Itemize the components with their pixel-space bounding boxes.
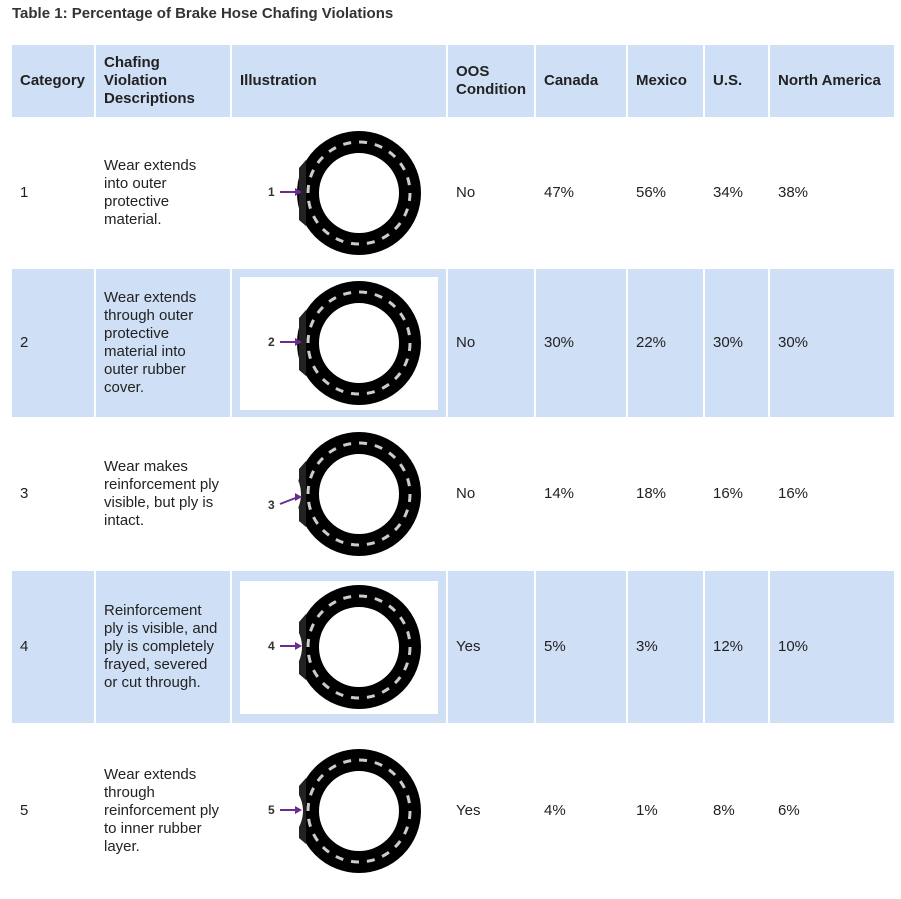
- arrow-label: 4: [268, 639, 275, 653]
- tire-dashes: [306, 594, 412, 700]
- table-cell: Wear extends into outer protective mater…: [104, 157, 197, 228]
- table-cell: 2: [12, 269, 94, 417]
- illustration-box: 2: [240, 276, 438, 410]
- table-cell: 30%: [705, 269, 768, 417]
- header-cell: North America: [770, 45, 894, 117]
- table-cell: 4%: [544, 802, 566, 819]
- table-body: 1 Wear extends into outer protective mate…: [12, 119, 894, 897]
- chafe-wear: [299, 310, 306, 376]
- table-cell: 8%: [713, 802, 735, 819]
- arrowhead: [295, 338, 302, 346]
- illustration-box: 3: [240, 428, 438, 561]
- table-cell: 1: [20, 184, 29, 201]
- chafe-wear: [299, 160, 306, 226]
- table-cell: 16%: [778, 485, 809, 502]
- header-cell: U.S.: [705, 45, 768, 117]
- table-cell: Wear extends through outer protective ma…: [96, 269, 230, 417]
- arrowhead: [295, 493, 302, 501]
- table-cell: 6%: [778, 802, 800, 819]
- illustration-box: 4: [240, 580, 438, 714]
- table-cell: 47%: [544, 184, 575, 201]
- table-cell: 1%: [636, 802, 658, 819]
- table-row: 1 Wear extends into outer protective mate…: [12, 119, 894, 267]
- table-title: Table 1: Percentage of Brake Hose Chafin…: [12, 5, 394, 22]
- table-cell: No: [456, 485, 476, 502]
- table-cell: No: [456, 184, 476, 201]
- table-cell: 34%: [713, 184, 744, 201]
- table-cell: Wear extends through reinforcement ply t…: [104, 766, 220, 855]
- table-cell: 5: [20, 802, 29, 819]
- arrowhead: [295, 642, 302, 650]
- header-cell: Illustration: [232, 45, 446, 117]
- table-cell: 18%: [636, 485, 667, 502]
- table-cell: 14%: [544, 485, 575, 502]
- chafe-cut: [294, 472, 301, 516]
- table-cell: 30%: [536, 269, 626, 417]
- illustration-cell: 1: [232, 119, 446, 267]
- header-cell: Category: [12, 45, 94, 117]
- table: Category Chafing Violation Descriptions Il…: [10, 43, 896, 899]
- table-cell: Yes: [448, 571, 534, 723]
- table-cell: 3: [20, 485, 29, 502]
- tire-dashes: [306, 441, 412, 547]
- table-cell: Yes: [456, 802, 481, 819]
- arrow-label: 2: [268, 335, 275, 349]
- chafe-wear: [299, 614, 306, 680]
- illustration-box: 5: [240, 745, 438, 878]
- arrowhead: [295, 806, 302, 814]
- table-cell: Wear makes reinforcement ply visible, bu…: [104, 458, 220, 529]
- table-row: 3 Wear makes reinforcement ply visible, b…: [12, 419, 894, 569]
- table-cell: 12%: [705, 571, 768, 723]
- table-cell: 22%: [628, 269, 703, 417]
- table-cell: 3%: [628, 571, 703, 723]
- tire-illustration: 5: [268, 749, 421, 873]
- tire-illustration: 1: [268, 131, 421, 255]
- table-cell: 56%: [636, 184, 667, 201]
- table-cell: No: [448, 269, 534, 417]
- tire-illustration: 3: [268, 432, 421, 556]
- tire-illustration: 4: [268, 585, 421, 709]
- illustration-cell: 5: [232, 725, 446, 897]
- arrowhead: [295, 188, 302, 196]
- table-cell: 16%: [713, 485, 744, 502]
- table-row: 4 Reinforcement ply is visible, and ply i…: [12, 571, 894, 723]
- header-cell: Chafing Violation Descriptions: [96, 45, 230, 117]
- tire-illustration: 2: [268, 281, 421, 405]
- table-cell: 30%: [770, 269, 894, 417]
- tire-dashes: [306, 140, 412, 246]
- arrow-label: 5: [268, 803, 275, 817]
- illustration-box: 1: [240, 127, 438, 260]
- chafe-wear: [299, 461, 306, 527]
- arrow-label: 1: [268, 185, 275, 199]
- tire-dashes: [306, 290, 412, 396]
- header-cell: Canada: [536, 45, 626, 117]
- header-row: Category Chafing Violation Descriptions Il…: [12, 45, 894, 117]
- table-cell: 4: [12, 571, 94, 723]
- illustration-cell: 4: [232, 571, 446, 723]
- illustration-cell: 3: [232, 419, 446, 569]
- table-cell: Reinforcement ply is visible, and ply is…: [96, 571, 230, 723]
- table-cell: 5%: [536, 571, 626, 723]
- table-row: 5 Wear extends through reinforcement ply …: [12, 725, 894, 897]
- illustration-cell: 2: [232, 269, 446, 417]
- table-cell: 38%: [778, 184, 809, 201]
- header-cell: Mexico: [628, 45, 703, 117]
- arrow-label: 3: [268, 498, 275, 512]
- header-cell: OOS Condition: [448, 45, 534, 117]
- table-row: 2 Wear extends through outer protective m…: [12, 269, 894, 417]
- tire-dashes: [306, 758, 412, 864]
- table-cell: 10%: [770, 571, 894, 723]
